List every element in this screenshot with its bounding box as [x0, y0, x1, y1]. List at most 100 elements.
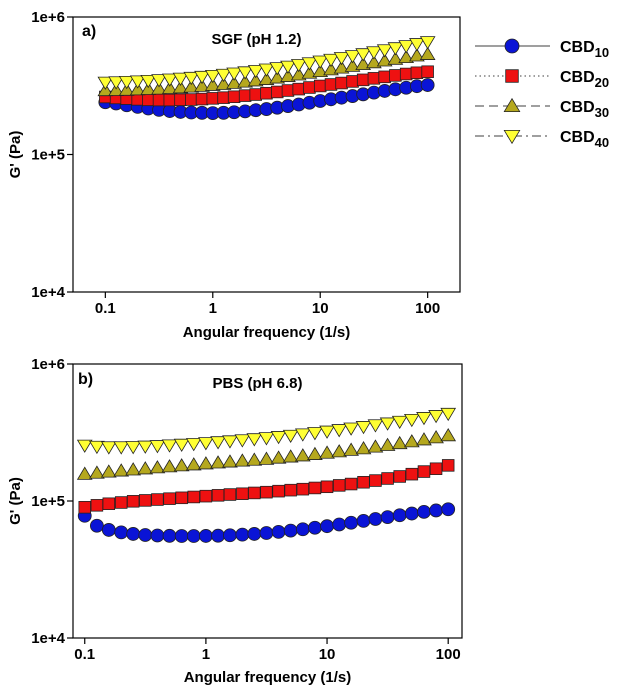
data-point — [163, 93, 177, 107]
data-point — [247, 65, 264, 79]
data-point — [129, 82, 146, 96]
data-point — [284, 483, 297, 497]
data-point — [185, 438, 202, 452]
data-point — [215, 68, 232, 83]
y-axis-label: G' (Pa) — [7, 477, 24, 525]
data-point — [246, 452, 263, 466]
data-point — [367, 439, 384, 453]
data-point — [378, 70, 391, 84]
data-point — [355, 421, 372, 435]
data-point — [323, 62, 339, 76]
data-point — [260, 86, 273, 100]
data-point — [331, 444, 348, 458]
data-point — [187, 490, 201, 504]
data-point — [320, 480, 334, 494]
data-point — [183, 71, 200, 86]
data-point — [150, 528, 165, 543]
y-tick-label: 1e+4 — [31, 284, 65, 301]
data-point — [204, 77, 221, 91]
data-point — [301, 57, 318, 71]
x-tick-label: 1 — [209, 300, 217, 317]
data-point — [163, 492, 176, 505]
legend-label-subscript: 40 — [595, 135, 609, 150]
x-tick-label: 100 — [415, 300, 440, 317]
data-point — [320, 519, 334, 534]
data-point — [307, 446, 323, 460]
data-point — [234, 453, 251, 467]
chart-title: PBS (pH 6.8) — [212, 375, 302, 392]
data-point — [126, 527, 141, 541]
data-point — [429, 462, 443, 475]
data-point — [343, 442, 359, 456]
data-point — [294, 428, 311, 442]
data-point — [403, 434, 420, 448]
x-tick-label: 0.1 — [95, 300, 116, 317]
data-point — [172, 80, 189, 94]
data-point — [343, 422, 359, 436]
data-point — [140, 81, 157, 95]
data-point — [118, 75, 135, 90]
data-point — [211, 528, 225, 543]
data-point — [247, 527, 262, 541]
data-point — [417, 504, 431, 519]
x-tick-label: 10 — [319, 646, 336, 663]
data-point — [428, 430, 444, 444]
data-point — [440, 428, 457, 442]
data-point — [226, 75, 242, 89]
y-tick-label: 1e+4 — [31, 630, 65, 647]
data-point — [195, 92, 209, 106]
data-point — [376, 53, 393, 67]
data-point — [199, 489, 213, 503]
data-point — [238, 89, 252, 102]
data-point — [152, 93, 166, 107]
data-point — [113, 463, 130, 477]
data-point — [97, 76, 114, 90]
data-point — [381, 472, 394, 485]
data-point — [346, 75, 359, 88]
data-point — [246, 433, 263, 447]
data-point — [89, 440, 105, 455]
data-point — [174, 93, 187, 107]
y-tick-label: 1e+5 — [31, 493, 65, 510]
x-axis-label: Angular frequency (1/s) — [184, 669, 352, 686]
data-point — [380, 510, 395, 524]
legend-marker — [504, 38, 520, 54]
series-CBD10 — [77, 502, 456, 543]
data-point — [161, 439, 178, 453]
series-CBD40 — [97, 36, 436, 90]
data-point — [331, 424, 348, 438]
data-point — [280, 68, 296, 82]
data-point — [269, 62, 286, 76]
data-point — [223, 528, 237, 543]
data-point — [247, 73, 264, 87]
data-point — [428, 410, 444, 424]
data-point — [258, 71, 275, 85]
data-point — [194, 70, 210, 85]
data-point — [376, 44, 393, 58]
x-tick-label: 1 — [202, 646, 210, 663]
data-point — [429, 503, 443, 518]
data-point — [301, 65, 318, 79]
data-point — [333, 60, 350, 74]
data-point — [312, 63, 329, 78]
data-point — [319, 425, 335, 439]
data-point — [113, 441, 130, 455]
data-point — [389, 69, 402, 82]
data-point — [142, 93, 155, 107]
data-point — [369, 474, 382, 487]
legend-label-subscript: 30 — [595, 105, 609, 120]
data-point — [118, 82, 135, 96]
data-point — [161, 80, 178, 94]
data-point — [295, 522, 310, 537]
data-point — [185, 93, 198, 106]
data-point — [319, 445, 335, 459]
data-point — [409, 48, 425, 62]
data-point — [114, 525, 129, 540]
data-point — [308, 520, 322, 535]
data-point — [210, 455, 226, 469]
panel-b-chart: 0.1 1 10 100 1e+4 1e+5 1e+6 Angular frequency (… — [7, 356, 463, 686]
legend-label: CBD40 — [560, 129, 609, 150]
data-point — [236, 487, 249, 500]
data-point — [210, 436, 226, 450]
